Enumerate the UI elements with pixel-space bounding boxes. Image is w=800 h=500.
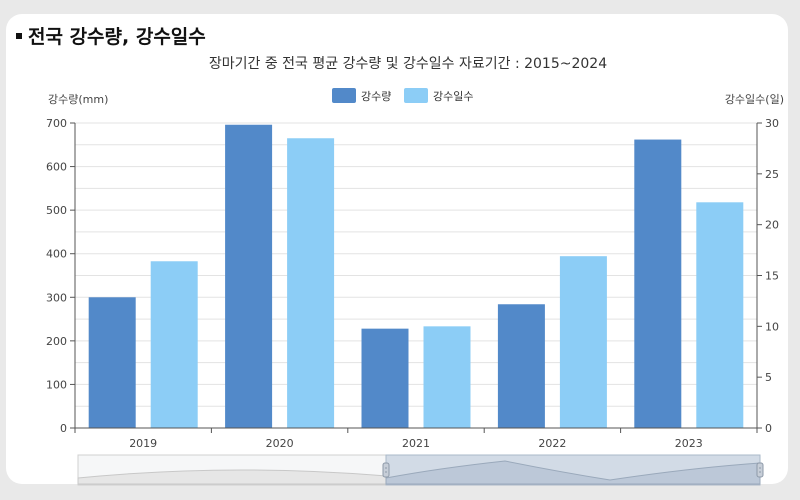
legend[interactable]: 강수량 강수일수 <box>332 88 473 103</box>
y-left-tick-label: 700 <box>46 117 67 130</box>
legend-label-rain-days[interactable]: 강수일수 <box>433 89 473 103</box>
bars <box>88 124 744 429</box>
x-tick-label: 2022 <box>538 437 566 450</box>
y-right-tick-label: 15 <box>765 270 779 283</box>
section-title: 전국 강수량, 강수일수 <box>16 22 206 49</box>
legend-label-rainfall[interactable]: 강수량 <box>361 90 391 103</box>
y-right-tick-label: 30 <box>765 117 779 130</box>
bar-rain-days-2019 <box>150 261 198 428</box>
range-slider[interactable] <box>77 454 764 486</box>
y-right-tick-label: 10 <box>765 320 779 333</box>
bar-rainfall-2023 <box>634 139 682 429</box>
slider-preview-right <box>385 460 761 485</box>
bar-rainfall-2020 <box>225 124 273 428</box>
legend-swatch-rainfall[interactable] <box>332 88 356 103</box>
bar-rainfall-2022 <box>497 304 545 428</box>
bar-rain-days-2020 <box>287 138 335 428</box>
slider-handle-grip[interactable] <box>756 462 764 478</box>
bar-rain-days-2023 <box>696 202 744 428</box>
y-right-tick-label: 20 <box>765 219 779 232</box>
chart-title: 장마기간 중 전국 평균 강수량 및 강수일수 자료기간 : 2015~2024 <box>209 56 607 72</box>
slider-handle-grip[interactable] <box>382 462 390 478</box>
y-right-tick-label: 0 <box>765 422 772 435</box>
y-right-axis-label: 강수일수(일) <box>725 92 784 106</box>
y-left-tick-label: 300 <box>46 291 67 304</box>
y-left-tick-label: 200 <box>46 335 67 348</box>
y-left-tick-label: 600 <box>46 161 67 174</box>
legend-swatch-rain-days[interactable] <box>404 88 428 103</box>
title-bullet-icon <box>16 32 22 39</box>
slider-left-handle-icon[interactable] <box>382 462 390 478</box>
y-left-tick-label: 400 <box>46 248 67 261</box>
y-left-axis-label: 강수량(mm) <box>48 93 108 106</box>
x-tick-label: 2021 <box>402 437 430 450</box>
y-left-tick-label: 100 <box>46 378 67 391</box>
y-left-tick-label: 0 <box>60 422 67 435</box>
x-tick-label: 2023 <box>675 437 703 450</box>
slider-right-handle-icon[interactable] <box>756 462 764 478</box>
y-right-tick-label: 5 <box>765 371 772 384</box>
axes: 0 100 200 300 400 500 600 700 0 5 10 15 20 25 30 2019 20… <box>46 117 779 450</box>
slider-preview-left <box>77 469 387 485</box>
section-title-text: 전국 강수량, 강수일수 <box>28 26 206 48</box>
bar-rainfall-2019 <box>88 297 136 428</box>
x-tick-label: 2019 <box>129 437 157 450</box>
bar-rain-days-2022 <box>559 256 607 428</box>
bar-rain-days-2021 <box>423 326 471 428</box>
y-left-tick-label: 500 <box>46 204 67 217</box>
x-tick-label: 2020 <box>266 437 294 450</box>
bar-rainfall-2021 <box>361 328 409 428</box>
y-right-tick-label: 25 <box>765 168 779 181</box>
